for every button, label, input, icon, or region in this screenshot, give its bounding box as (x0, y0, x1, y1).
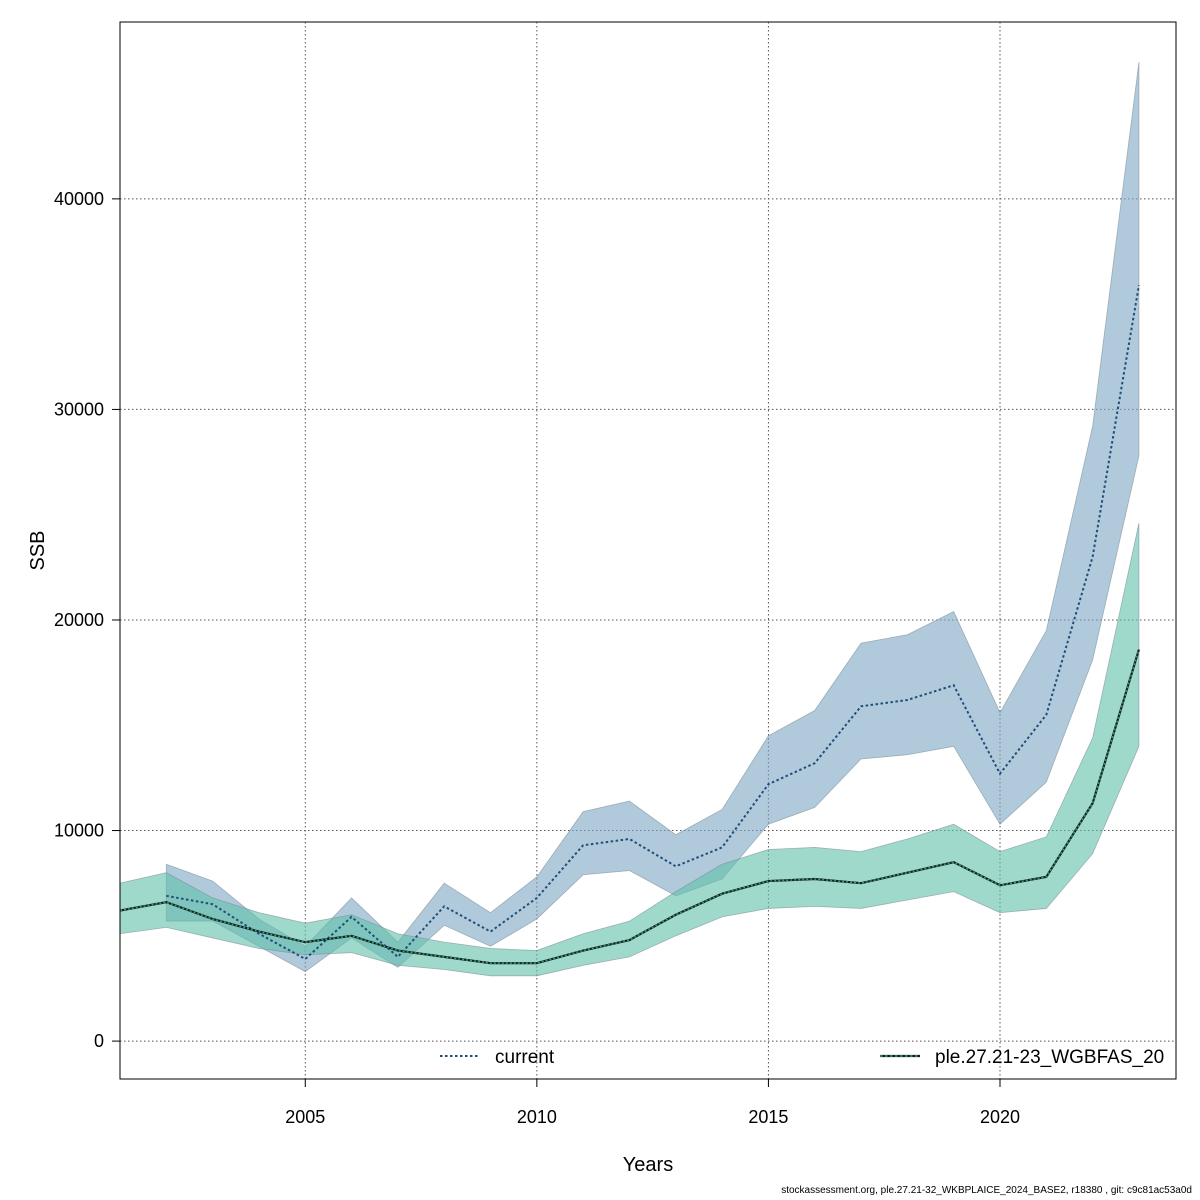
x-tick-label: 2005 (285, 1107, 325, 1127)
y-axis-title: SSB (27, 530, 49, 570)
y-tick-label: 20000 (54, 610, 104, 630)
x-tick-label: 2010 (517, 1107, 557, 1127)
x-tick-label: 2020 (980, 1107, 1020, 1127)
axes: 2005 2010 2015 2020 0 10000 20000 30000 40000 (54, 189, 1020, 1127)
y-tick-label: 0 (94, 1031, 104, 1051)
confidence-band-1 (165, 61, 1140, 973)
series-line-2 (119, 649, 1140, 964)
legend: current ple.27.21-23_WGBFAS_20 (440, 1047, 1164, 1068)
confidence-band-2 (119, 523, 1140, 977)
x-axis-title: Years (623, 1154, 673, 1176)
legend-label-1: current (495, 1047, 555, 1068)
footer-note: stockassessment.org, ple.27.21-32_WKBPLA… (781, 1185, 1192, 1196)
y-tick-label: 10000 (54, 821, 104, 841)
y-tick-label: 40000 (54, 189, 104, 209)
y-tick-label: 30000 (54, 399, 104, 419)
series-lines (119, 285, 1141, 965)
x-tick-label: 2015 (748, 1107, 788, 1127)
confidence-bands (119, 61, 1140, 977)
plot-frame (119, 21, 1177, 1080)
legend-label-2: ple.27.21-23_WGBFAS_20 (935, 1047, 1164, 1068)
